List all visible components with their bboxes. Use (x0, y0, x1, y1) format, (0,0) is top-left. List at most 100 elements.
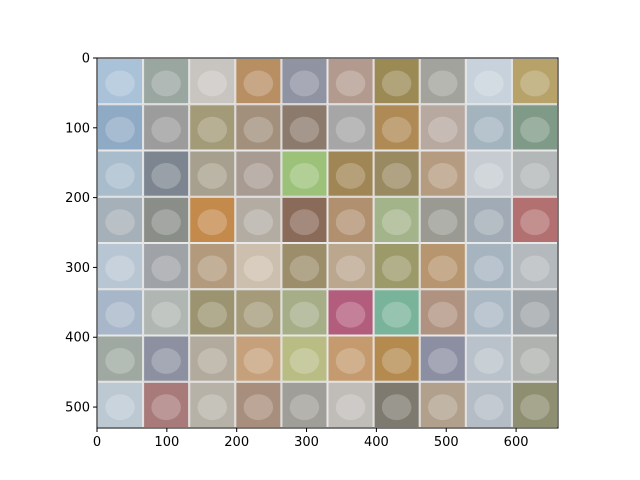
image-tile (189, 104, 236, 151)
image-tile-fill (373, 150, 420, 197)
image-tile-fill (97, 104, 144, 151)
image-tile-fill (327, 58, 374, 105)
image-tile (97, 104, 144, 151)
image-tile-fill (235, 335, 282, 382)
image-tile (327, 335, 374, 382)
image-tile-subject (243, 162, 274, 189)
image-tile-subject (427, 162, 458, 189)
image-tile (419, 196, 466, 243)
image-tile (419, 243, 466, 290)
y-tick-label: 500 (65, 401, 90, 416)
image-tile (97, 289, 144, 336)
image-tile-subject (474, 116, 504, 143)
image-tile-fill (235, 196, 282, 243)
image-tile-border (419, 104, 466, 151)
image-tile-border (235, 104, 282, 151)
x-tick-label: 300 (294, 435, 319, 450)
image-tile-subject (427, 301, 458, 328)
image-tile (143, 289, 190, 336)
image-tile-border (465, 289, 512, 336)
image-tile-border (327, 289, 374, 336)
image-tile-subject (520, 255, 550, 282)
image-tile (235, 243, 282, 290)
image-tile-border (281, 289, 328, 336)
image-tile-subject (243, 255, 274, 282)
image-tile-border (419, 150, 466, 197)
image-tile (419, 335, 466, 382)
image-tile-fill (281, 335, 328, 382)
image-tile-fill (235, 289, 282, 336)
image-tile-fill (511, 289, 558, 336)
image-tile-subject (151, 255, 181, 282)
image-tile-fill (97, 196, 144, 243)
image-tile-fill (419, 150, 466, 197)
image-tile-fill (419, 289, 466, 336)
image-tile-border (281, 335, 328, 382)
image-tile-border (281, 243, 328, 290)
image-tile (511, 381, 559, 428)
image-tile-fill (419, 104, 466, 151)
image-tile (189, 150, 236, 197)
image-tile-border (189, 104, 236, 151)
image-tile-subject (243, 347, 274, 374)
image-tile (189, 58, 236, 105)
x-tick-label: 100 (154, 435, 179, 450)
image-tile-border (327, 150, 374, 197)
image-tile-fill (97, 58, 144, 105)
image-tile-border (419, 289, 466, 336)
image-tile-subject (243, 301, 274, 328)
image-tile-border (189, 289, 236, 336)
image-tile (373, 289, 420, 336)
image-tile-subject (381, 162, 412, 189)
image-tile-fill (373, 335, 420, 382)
image-tile-subject (105, 301, 135, 328)
image-tile-border (281, 150, 328, 197)
image-tile-fill (419, 381, 466, 428)
image-tile-subject (151, 116, 181, 143)
image-tile (465, 243, 512, 290)
image-tile-fill (327, 381, 374, 428)
y-tick-label: 400 (65, 331, 90, 346)
image-tile-subject (335, 70, 366, 97)
image-tile (281, 104, 328, 151)
image-tile-border (419, 335, 466, 382)
image-tile-fill (373, 104, 420, 151)
image-tile (465, 381, 512, 428)
image-tiles (97, 58, 559, 428)
image-tile-border (465, 150, 512, 197)
image-tile (465, 335, 512, 382)
image-tile-fill (281, 104, 328, 151)
image-tile-border (373, 196, 420, 243)
image-tile-fill (373, 58, 420, 105)
image-tile (235, 150, 282, 197)
x-tick-label: 200 (224, 435, 249, 450)
x-tick-label: 500 (434, 435, 459, 450)
image-tile-fill (511, 335, 558, 382)
image-tile-border (189, 335, 236, 382)
image-tile-border (189, 150, 236, 197)
image-tile-border (465, 243, 512, 290)
image-tile (419, 381, 466, 428)
image-tile (281, 381, 328, 428)
image-tile-subject (105, 209, 135, 236)
axes-frame (96, 57, 559, 429)
image-tile-fill (189, 335, 236, 382)
image-tile-fill (327, 289, 374, 336)
image-tile-fill (511, 58, 558, 105)
image-tile-subject (289, 347, 320, 374)
image-tile-fill (143, 196, 190, 243)
image-tile (465, 289, 512, 336)
image-tile-fill (97, 335, 144, 382)
image-tile (327, 381, 374, 428)
image-tile-fill (465, 196, 512, 243)
image-tile-fill (189, 150, 236, 197)
image-tile-fill (235, 58, 282, 105)
image-tile-border (373, 104, 420, 151)
image-tile-fill (189, 289, 236, 336)
x-tick-label: 400 (364, 435, 389, 450)
image-tile-subject (381, 394, 412, 421)
image-tile (143, 58, 190, 105)
image-tile-subject (381, 116, 412, 143)
image-tile-subject (151, 347, 181, 374)
x-tick-label: 0 (93, 435, 101, 450)
